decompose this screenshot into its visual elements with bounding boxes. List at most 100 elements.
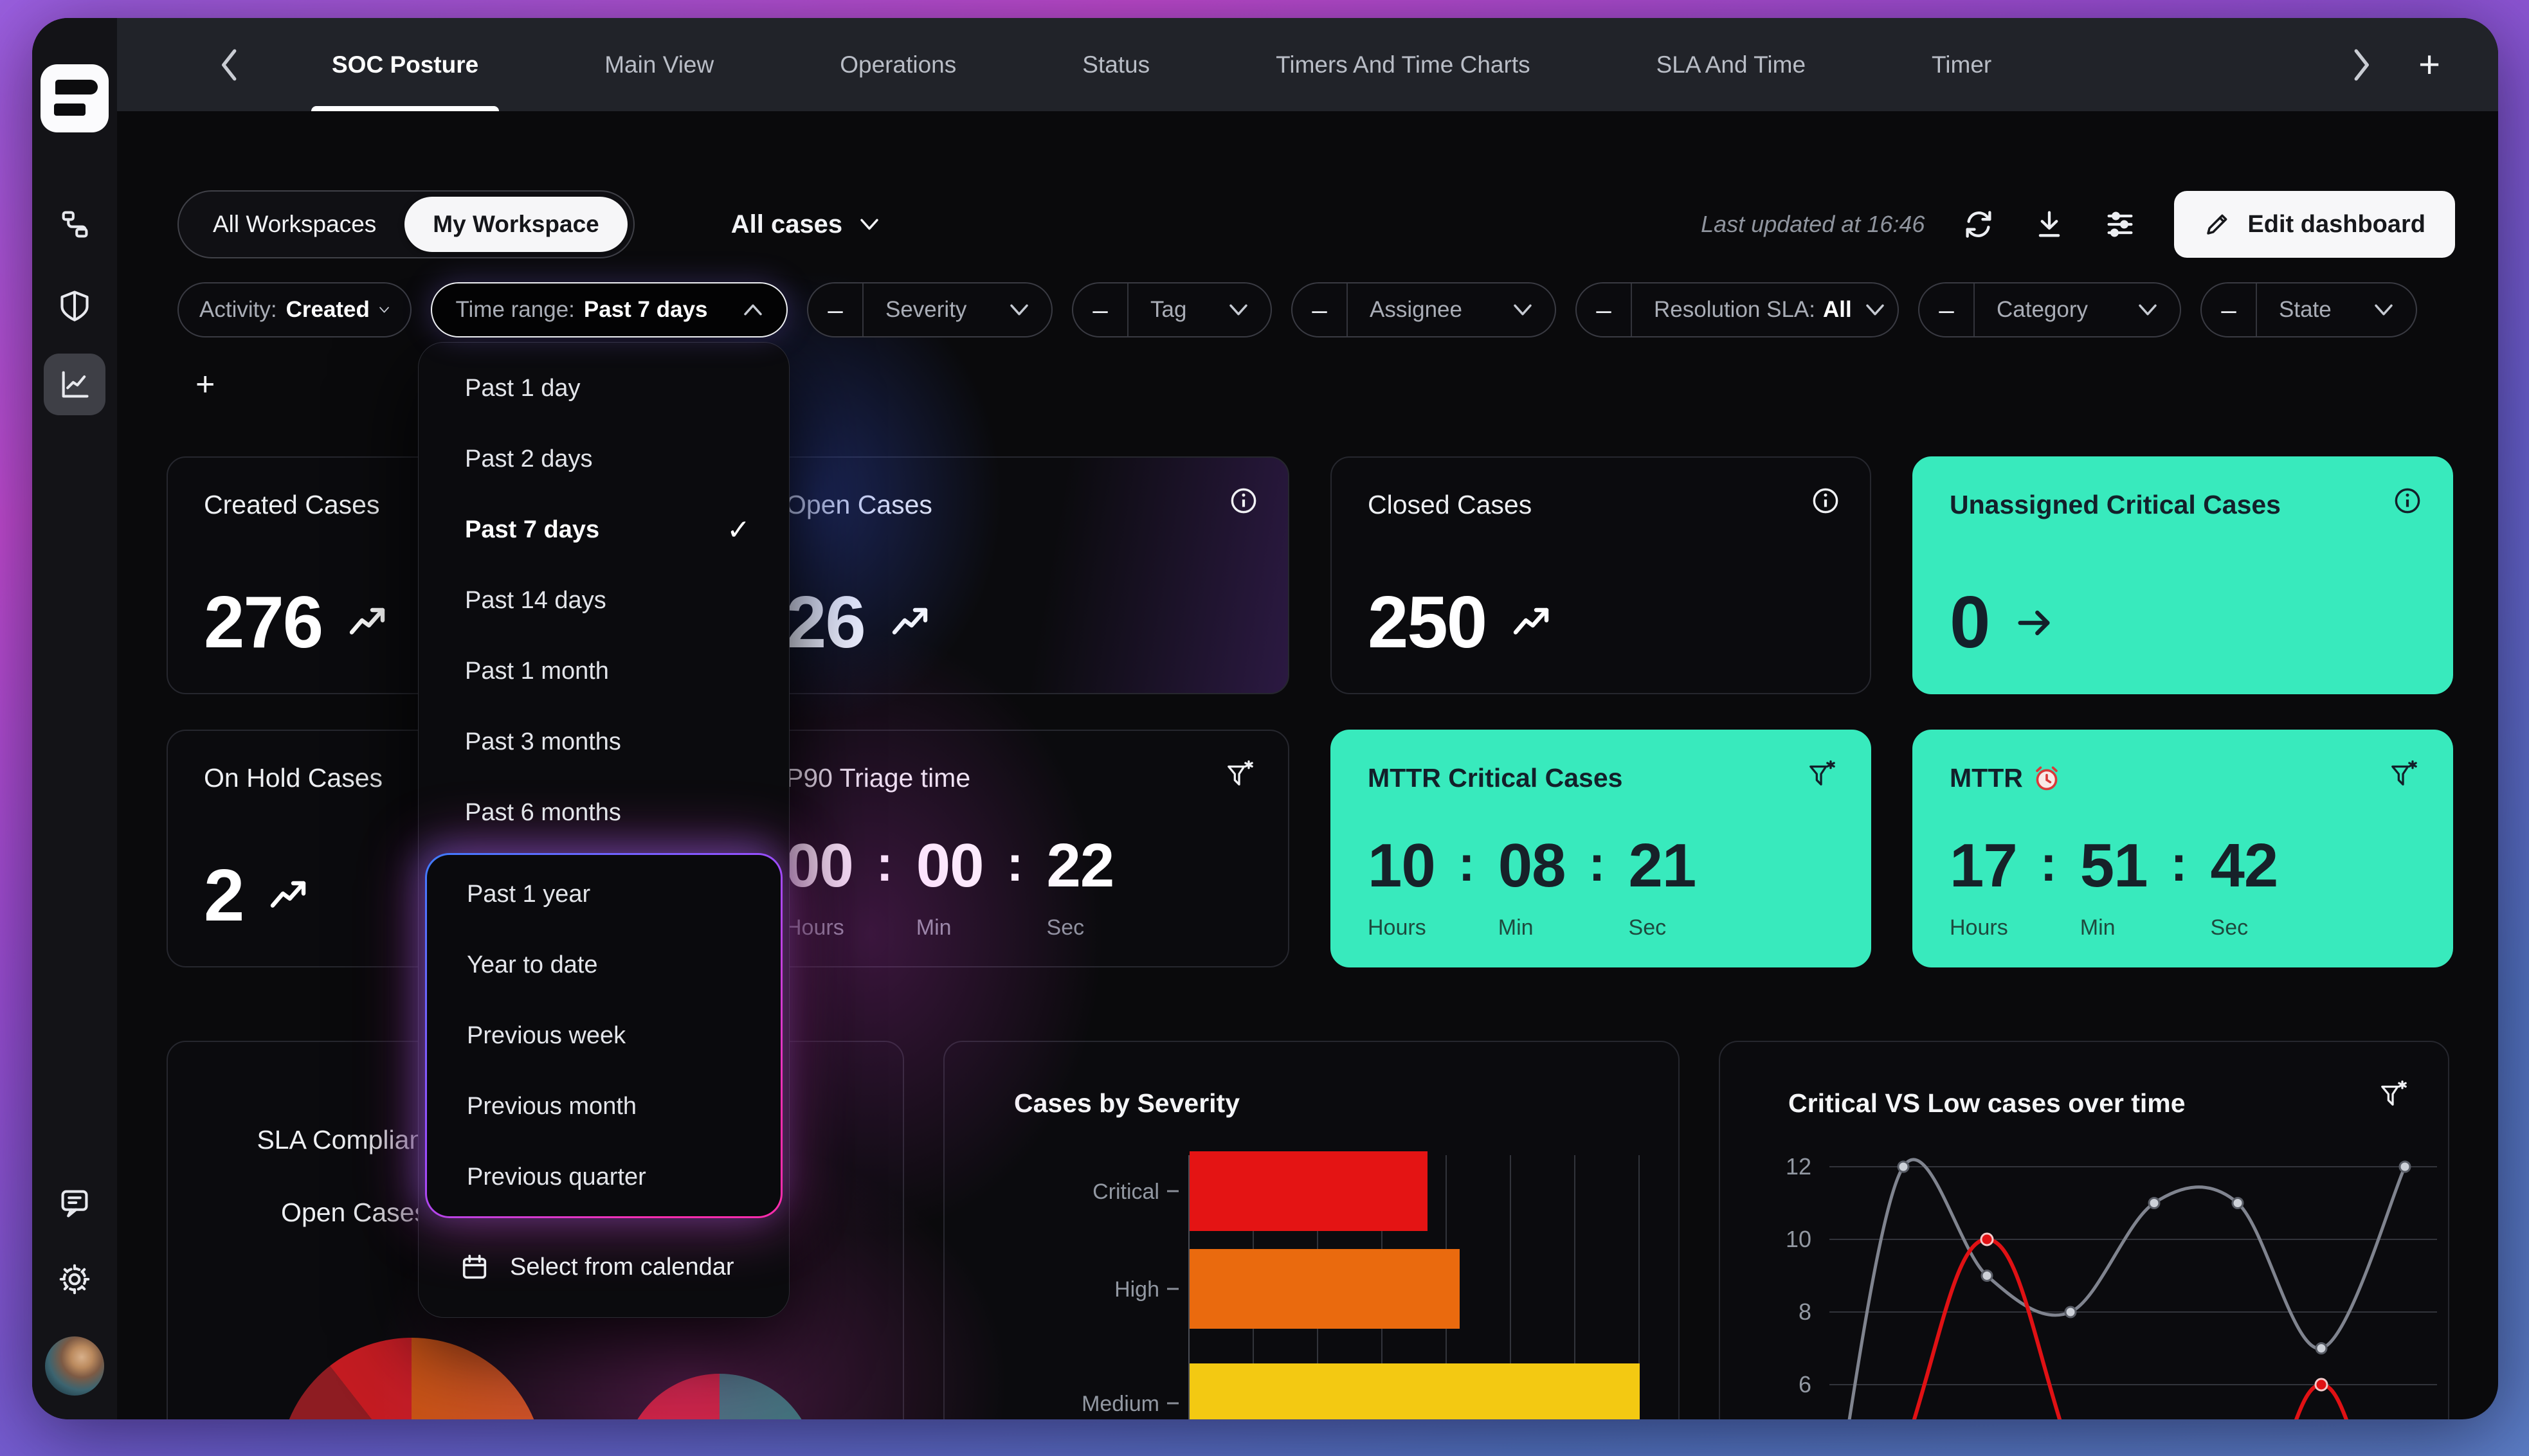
all-workspaces-option[interactable]: All Workspaces	[213, 211, 377, 237]
filter-label: Resolution SLA:	[1654, 297, 1815, 322]
info-icon[interactable]	[1811, 486, 1840, 516]
tab-sla-and-time[interactable]: SLA And Time	[1635, 18, 1827, 111]
analytics-chart-icon	[62, 371, 89, 398]
add-tab-button[interactable]: +	[2418, 43, 2440, 85]
filter-label: State	[2279, 297, 2332, 322]
tabs-scroll-right-button[interactable]	[2345, 46, 2377, 84]
remove-tag-filter-button[interactable]: –	[1073, 283, 1129, 336]
menu-item-past-6-months[interactable]: Past 6 months	[465, 798, 621, 826]
tab-label: Timer	[1932, 51, 1992, 78]
tab-timer-truncated[interactable]: Timer	[1910, 18, 1991, 111]
cases-by-severity-card: Cases by Severity Critical High Medium	[943, 1041, 1680, 1419]
trend-up-icon	[889, 602, 930, 643]
user-avatar[interactable]	[45, 1336, 104, 1396]
menu-item-past-1-day[interactable]: Past 1 day	[465, 374, 581, 402]
filter-star-icon[interactable]	[1807, 759, 1839, 791]
chevron-down-icon	[1514, 304, 1532, 316]
sla-compliance-pie-chart-1	[279, 1338, 544, 1419]
menu-item-past-7-days[interactable]: Past 7 days ✓	[465, 514, 750, 546]
cases-scope-value: All cases	[730, 210, 843, 238]
trend-up-icon	[267, 876, 309, 917]
svg-text:Critical: Critical	[1092, 1180, 1159, 1204]
menu-item-year-to-date[interactable]: Year to date	[467, 951, 598, 978]
workflow-icon	[62, 211, 88, 238]
dashboard-toolbar: All Workspaces My Workspace All cases La…	[177, 190, 2455, 258]
tabs-scroll-left-button[interactable]	[213, 46, 246, 84]
my-workspace-option[interactable]: My Workspace	[404, 197, 628, 252]
svg-text:10: 10	[1786, 1226, 1811, 1252]
menu-item-previous-week[interactable]: Previous week	[467, 1021, 626, 1049]
app-window: SOC Posture Main View Operations Status …	[32, 18, 2498, 1419]
menu-item-past-2-days[interactable]: Past 2 days	[465, 445, 593, 472]
alarm-clock-emoji	[2032, 764, 2062, 793]
tab-label: SOC Posture	[332, 51, 479, 78]
filter-resolution-sla[interactable]: – Resolution SLA: All	[1575, 282, 1899, 337]
remove-assignee-filter-button[interactable]: –	[1292, 283, 1348, 336]
filter-star-icon[interactable]	[2389, 759, 2421, 791]
sidebar-item-workflows[interactable]	[57, 206, 93, 242]
tab-status[interactable]: Status	[1060, 18, 1172, 111]
tab-timers-and-time-charts[interactable]: Timers And Time Charts	[1254, 18, 1552, 111]
cases-scope-dropdown[interactable]: All cases	[731, 210, 880, 239]
kpi-card-mttr-critical-cases: MTTR Critical Cases 10 Hours : 08 Min : 21…	[1330, 730, 1871, 967]
workspace-toggle: All Workspaces My Workspace	[177, 190, 635, 258]
cases-by-severity-bar-chart: Critical High Medium	[1082, 1151, 1640, 1419]
remove-category-filter-button[interactable]: –	[1919, 283, 1975, 336]
tab-operations[interactable]: Operations	[818, 18, 978, 111]
filter-tag[interactable]: – Tag	[1072, 282, 1272, 337]
svg-text:6: 6	[1799, 1371, 1811, 1398]
sidebar-item-comments[interactable]	[57, 1185, 93, 1221]
remove-state-filter-button[interactable]: –	[2202, 283, 2257, 336]
filter-activity[interactable]: Activity: Created	[177, 282, 412, 337]
sliders-icon	[2107, 211, 2133, 237]
time-range-menu: Past 1 day Past 2 days Past 7 days ✓ Past…	[418, 342, 790, 1318]
kpi-title: Unassigned Critical Cases	[1950, 490, 2281, 519]
tab-label: SLA And Time	[1656, 51, 1806, 78]
chevron-down-icon	[2139, 304, 2157, 316]
refresh-button[interactable]	[1962, 208, 1995, 241]
chevron-down-icon	[379, 307, 389, 313]
menu-item-past-14-days[interactable]: Past 14 days	[465, 586, 606, 614]
filter-value: All	[1822, 297, 1852, 322]
filter-label: Category	[1997, 297, 2089, 322]
filter-severity[interactable]: – Severity	[807, 282, 1053, 337]
info-icon[interactable]	[1229, 486, 1258, 516]
kpi-time-value: 10 Hours : 08 Min : 21 Sec	[1368, 831, 1696, 940]
download-button[interactable]	[2033, 208, 2066, 241]
tab-soc-posture[interactable]: SOC Posture	[310, 18, 500, 111]
menu-item-select-from-calendar[interactable]: Select from calendar	[419, 1231, 789, 1303]
kpi-card-unassigned-critical-cases: Unassigned Critical Cases 0	[1912, 456, 2453, 694]
menu-item-past-1-month[interactable]: Past 1 month	[465, 657, 609, 685]
filter-value: Created	[286, 297, 370, 322]
filter-star-icon[interactable]	[2379, 1079, 2411, 1111]
filter-time-range[interactable]: Time range: Past 7 days	[431, 282, 788, 337]
menu-item-previous-quarter[interactable]: Previous quarter	[467, 1163, 646, 1191]
filter-state[interactable]: – State	[2200, 282, 2417, 337]
info-icon[interactable]	[2393, 486, 2422, 516]
display-settings-button[interactable]	[2103, 208, 2137, 241]
menu-item-past-3-months[interactable]: Past 3 months	[465, 728, 621, 755]
critical-vs-low-card: Critical VS Low cases over time 12 10 8 6	[1719, 1041, 2449, 1419]
sidebar-item-settings[interactable]	[57, 1261, 93, 1297]
tab-main-view[interactable]: Main View	[583, 18, 736, 111]
filter-assignee[interactable]: – Assignee	[1291, 282, 1556, 337]
sidebar-item-analytics[interactable]	[44, 354, 105, 415]
pencil-icon	[2207, 214, 2227, 235]
filter-category[interactable]: – Category	[1918, 282, 2181, 337]
filter-value: Past 7 days	[583, 297, 708, 322]
sidebar-item-security[interactable]	[57, 287, 93, 323]
filter-star-icon[interactable]	[1225, 759, 1257, 791]
tab-label: Main View	[604, 51, 714, 78]
menu-item-past-1-year[interactable]: Past 1 year	[467, 880, 591, 908]
chevron-down-icon	[1010, 304, 1028, 316]
chevron-down-icon	[2375, 304, 2393, 316]
calendar-icon	[462, 1254, 487, 1279]
edit-dashboard-button[interactable]: Edit dashboard	[2174, 191, 2455, 258]
dashboard-content: All Workspaces My Workspace All cases La…	[117, 111, 2498, 1419]
remove-resolution-sla-filter-button[interactable]: –	[1577, 283, 1632, 336]
kpi-title: MTTR Critical Cases	[1368, 763, 1623, 793]
remove-severity-filter-button[interactable]: –	[808, 283, 864, 336]
add-filter-button[interactable]: +	[195, 366, 215, 403]
menu-item-previous-month[interactable]: Previous month	[467, 1092, 637, 1120]
refresh-icon	[1966, 211, 1991, 238]
